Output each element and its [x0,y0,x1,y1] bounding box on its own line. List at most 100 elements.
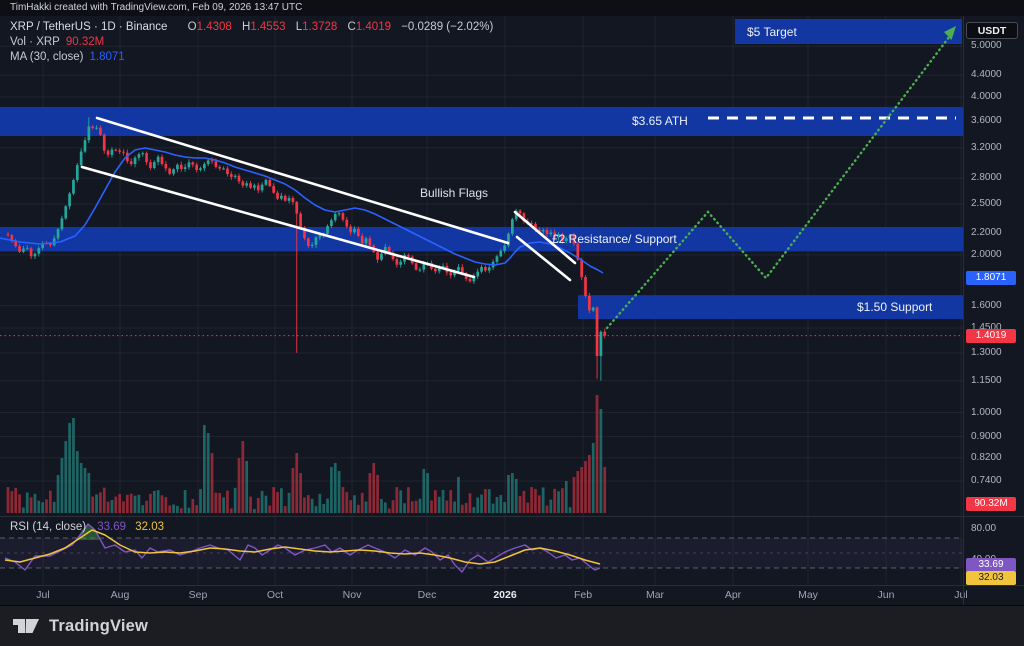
candle-body [487,267,491,271]
volume-bar [179,508,183,513]
low-label: L [295,21,303,33]
price-axis-label: 1.4500 [971,321,1002,333]
ath-label[interactable]: $3.65 ATH [632,114,688,128]
candle-body [237,175,241,182]
candle-body [102,134,106,151]
volume-bar [357,504,360,513]
volume-bar [426,473,429,513]
volume-bar [168,505,172,513]
candle-body [68,193,71,207]
volume-bar [522,490,526,513]
channel1-upper [95,116,510,245]
candle-body [330,220,333,227]
volume-bar [187,507,191,513]
volume-bar [52,501,56,513]
candle-body [333,213,337,221]
candle-body [118,150,121,152]
chart-canvas[interactable] [0,0,963,605]
price-axis[interactable]: 5.0000 4.4000 4.0000 3.6000 3.2000 2.8000 2.50… [963,16,1024,605]
candle-body [87,126,91,141]
volume-indicator-label[interactable]: Vol · XRP [10,36,60,48]
candle-body [199,168,202,170]
support150-label[interactable]: $1.50 Support [857,300,933,314]
candle-body [268,179,272,187]
volume-bar [453,501,456,513]
candle-body [568,235,572,239]
volume-bar [460,504,464,513]
candle-body [310,245,314,247]
open-label: O [187,21,197,33]
volume-bar [118,494,121,513]
volume-bar [434,490,437,513]
attribution-text: TimHakki created with TradingView.com, F… [10,2,303,13]
volume-bar [468,493,472,513]
candle-body [530,223,533,225]
volume-bar [330,467,333,513]
volume-bar [487,489,491,513]
symbol-title[interactable]: XRP / TetherUS · 1D · Binance [10,21,168,33]
tradingview-logo-icon[interactable] [13,616,40,636]
candle-body [495,256,499,262]
candle-body [418,269,422,271]
resistance2-label[interactable]: £2 Resistance/ Support [552,232,677,246]
change-value: −0.0289 (−2.02%) [401,21,494,33]
rsi-value: 33.69 [97,521,127,533]
candle-body [591,307,595,311]
volume-bar [299,473,302,513]
volume-bar [241,441,245,513]
volume-bar [256,497,260,513]
candle-body [572,235,576,244]
candle-body [99,127,102,135]
volume-value: 90.32M [65,36,105,48]
price-axis-label: 2.8000 [971,172,1002,184]
volume-bar [380,498,383,513]
candle-body [152,162,156,168]
rsi-ma-line [4,529,601,565]
candle-body [64,206,68,219]
volume-bar [18,494,21,513]
volume-bar [603,467,607,513]
candle-body [72,180,75,194]
price-axis-label: 4.0000 [971,91,1002,103]
volume-bar [345,492,349,513]
target-label[interactable]: $5 Target [747,25,797,39]
candle-body [580,259,583,278]
time-axis[interactable]: Jul Aug Sep Oct Nov Dec 2026 Feb Mar Apr May Jun Jul [0,586,967,605]
volume-bar [337,471,341,513]
candle-body [537,229,541,232]
volume-bar [541,487,545,513]
candle-body [414,263,418,270]
candle-body [314,237,318,246]
volume-bar [64,441,68,513]
currency-toggle-button[interactable]: USDT [966,22,1018,39]
price-axis-label: 2.0000 [971,248,1002,260]
candle-body [353,228,356,233]
volume-bar [99,492,102,513]
candle-body [484,266,487,271]
bullish-flags-label[interactable]: Bullish Flags [420,186,489,200]
time-axis-divider [0,585,1024,586]
volume-bar [491,503,495,513]
candle-body [534,223,537,230]
volume-bar [430,500,433,513]
volume-bar [102,487,106,513]
projection-path [605,30,955,330]
candle-body [503,245,506,251]
candle-body [222,168,225,170]
volume-bar [595,395,599,513]
rsi-indicator-label[interactable]: RSI (14, close) [10,521,87,533]
candle-body [434,268,437,272]
candle-body [541,230,545,232]
candle-body [507,233,510,246]
close-value: 1.4019 [355,21,391,33]
ma-indicator-label[interactable]: MA (30, close) [10,51,84,63]
volume-bar [503,502,506,513]
candle-body [6,234,10,236]
tradingview-wordmark[interactable]: TradingView [49,616,149,635]
candle-body [576,243,580,260]
volume-bar [499,494,503,513]
volume-bar [383,502,387,513]
candle-body [291,198,295,202]
pane-divider[interactable] [0,516,1024,517]
candle-body [326,226,329,234]
